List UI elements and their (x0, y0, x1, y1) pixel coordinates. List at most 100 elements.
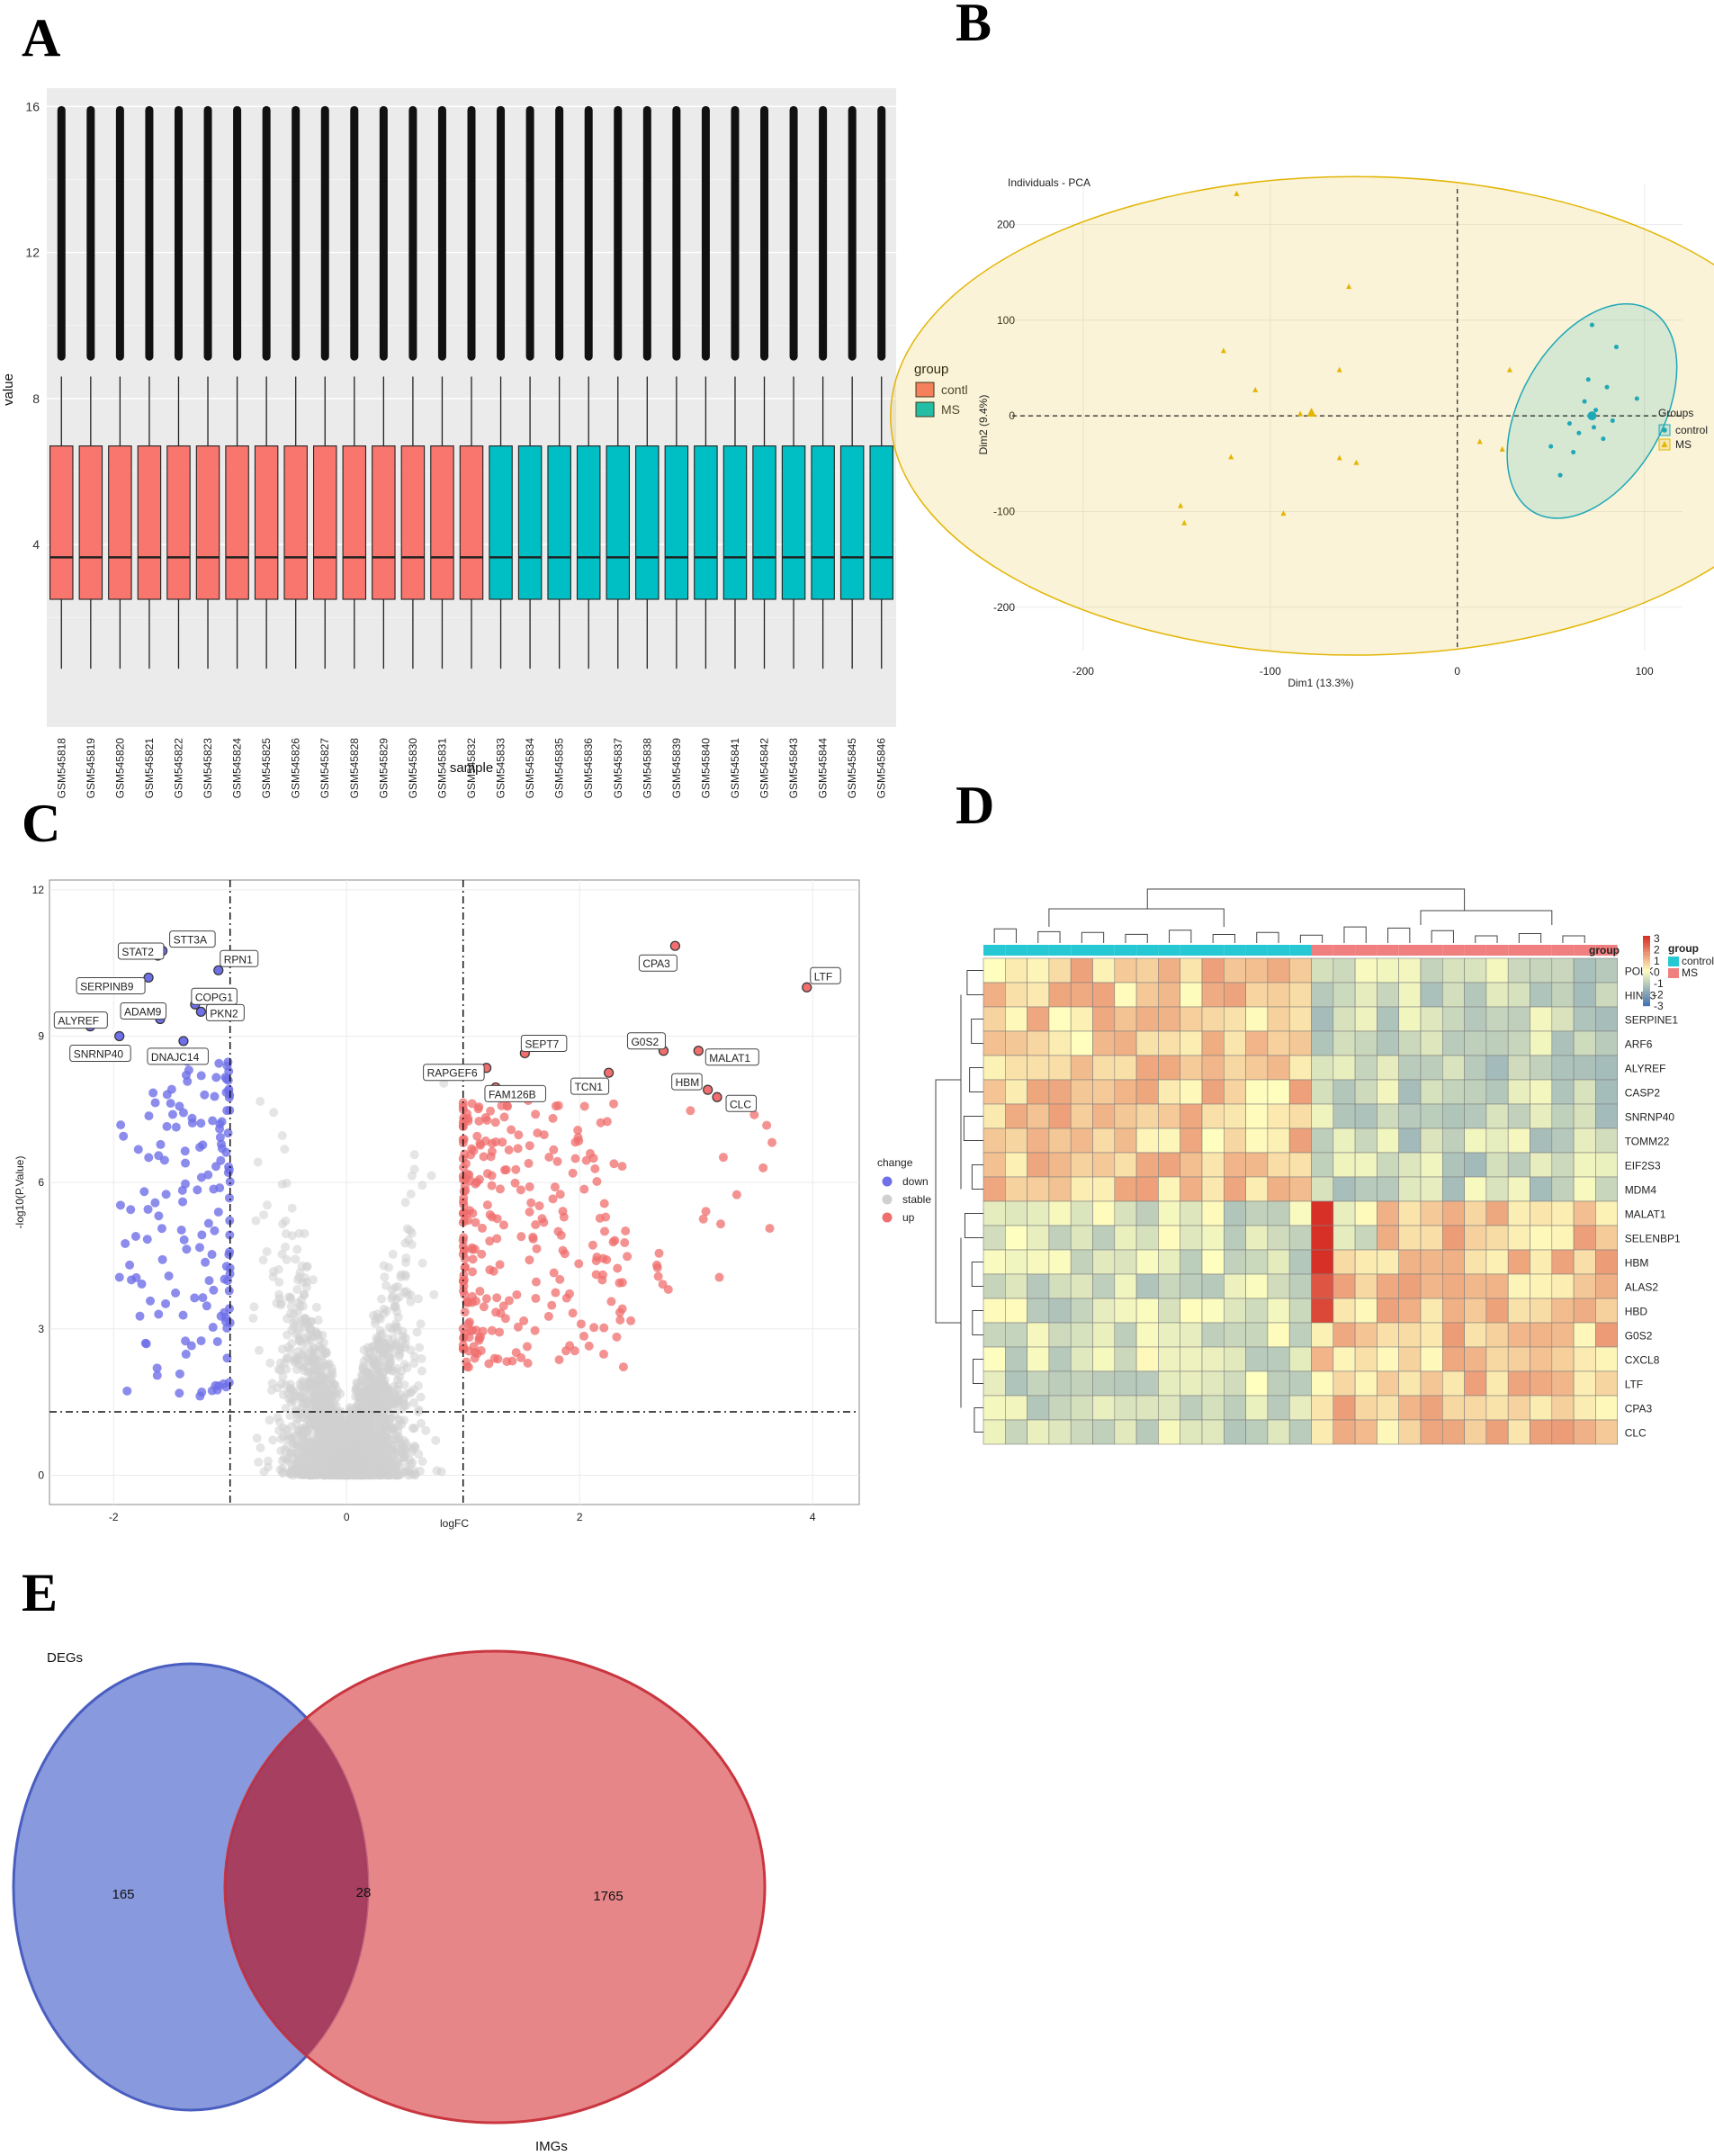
heatmap-cell (1070, 1419, 1093, 1445)
heatmap-cell (1005, 1249, 1028, 1275)
gene-label: LTF (814, 970, 832, 983)
heatmap-cell (1442, 1006, 1465, 1032)
heatmap-cell (1485, 1176, 1509, 1202)
heatmap-cell (1464, 1006, 1487, 1032)
stable-point (378, 1351, 388, 1361)
stable-point (426, 1171, 436, 1181)
heatmap-cell (1573, 1346, 1596, 1372)
up-point (501, 1165, 511, 1175)
stable-point (269, 1108, 279, 1118)
down-point (224, 1250, 234, 1260)
heatmap-cell (1224, 1079, 1246, 1105)
heatmap-cell (1158, 1103, 1181, 1129)
x-tick-label: GSM545830 (407, 738, 419, 799)
heatmap-cell (1135, 1006, 1159, 1032)
up-point (686, 1106, 695, 1116)
heatmap-cell (1180, 1395, 1203, 1421)
legend-label: control (1682, 955, 1714, 967)
box (781, 445, 806, 600)
down-point (213, 1381, 223, 1391)
stable-point (276, 1379, 286, 1388)
heatmap-cell (1224, 1225, 1246, 1251)
heatmap-cell (1398, 1346, 1422, 1372)
heatmap-cell (1245, 1079, 1269, 1105)
color-scale-tick: -2 (1654, 989, 1664, 1002)
heatmap-cell (1005, 1395, 1028, 1421)
heatmap-cell (1092, 1298, 1116, 1324)
stable-point (281, 1229, 291, 1239)
heatmap-cell (1027, 1127, 1050, 1154)
stable-point (357, 1377, 367, 1387)
heatmap-cell (1530, 1176, 1553, 1202)
heatmap-cell (1224, 1103, 1246, 1129)
heatmap-cell (1135, 1176, 1159, 1202)
stable-point (321, 1368, 331, 1378)
heatmap-cell (1442, 1322, 1465, 1348)
heatmap-cell (1420, 1225, 1443, 1251)
down-point (137, 1279, 147, 1289)
heatmap-cell (1551, 1030, 1575, 1056)
down-point (125, 1260, 135, 1270)
heatmap-cell (1245, 1322, 1269, 1348)
x-tick-label: GSM545839 (670, 738, 683, 799)
box (489, 445, 513, 600)
heatmap-cell (1048, 1273, 1072, 1299)
heatmap-cell (1311, 1395, 1334, 1421)
heatmap-cell (983, 1395, 1006, 1421)
box (342, 445, 367, 600)
stable-point (400, 1258, 410, 1268)
heatmap-cell (1595, 1176, 1619, 1202)
heatmap-cell (1311, 1249, 1334, 1275)
heatmap-cell (1420, 1395, 1443, 1421)
down-point (179, 1235, 189, 1244)
up-point (553, 1100, 563, 1110)
down-point (211, 1162, 220, 1172)
color-scale-step (1643, 994, 1650, 997)
y-tick-label: 6 (38, 1176, 44, 1189)
x-tick-label: GSM545844 (817, 738, 830, 799)
up-point (621, 1226, 631, 1236)
heatmap-cell (1180, 1176, 1203, 1202)
dendrogram-branch (1475, 935, 1498, 943)
heatmap-cell (1530, 1103, 1553, 1129)
heatmap-cell (1530, 1249, 1553, 1275)
annotation-cell (983, 945, 1006, 956)
heatmap-cell (1442, 1346, 1465, 1372)
heatmap-cell (1573, 1370, 1596, 1397)
heatmap-cell (1377, 1370, 1400, 1397)
data-point (1336, 454, 1342, 461)
stable-point (280, 1145, 290, 1154)
heatmap-cell (1354, 957, 1377, 984)
heatmap-cell (1507, 1419, 1530, 1445)
heatmap-cell (1333, 1152, 1356, 1178)
down-point (154, 1211, 164, 1221)
stable-point (384, 1399, 394, 1409)
heatmap-cell (1311, 1055, 1334, 1081)
gene-label-box (484, 1084, 546, 1102)
up-point (584, 1341, 594, 1351)
color-scale-step (1643, 983, 1650, 985)
stable-point (351, 1386, 361, 1396)
stable-point (307, 1316, 317, 1326)
stable-point (298, 1350, 308, 1360)
heatmap-cell (1398, 1030, 1422, 1056)
stable-point (291, 1254, 301, 1264)
x-tick-label: GSM545846 (875, 738, 888, 799)
color-scale-step (1643, 977, 1650, 981)
stable-point (293, 1307, 303, 1316)
heatmap-cell (1092, 1030, 1116, 1056)
heatmap-cell (1573, 1103, 1596, 1129)
up-point (507, 1125, 516, 1135)
heatmap-cell (1048, 1079, 1072, 1105)
heatmap-cell (1135, 1273, 1159, 1299)
heatmap-cell (983, 1103, 1006, 1129)
x-tick-label: 4 (810, 1511, 816, 1523)
stable-point (328, 1428, 337, 1438)
gene-label-box (704, 1048, 759, 1066)
heatmap-cell (1267, 1225, 1290, 1251)
up-point (586, 1148, 596, 1158)
heatmap-cell (1245, 1152, 1269, 1178)
legend-title: group (914, 362, 948, 377)
heatmap-cell (1224, 1370, 1246, 1397)
up-point (612, 1332, 622, 1342)
